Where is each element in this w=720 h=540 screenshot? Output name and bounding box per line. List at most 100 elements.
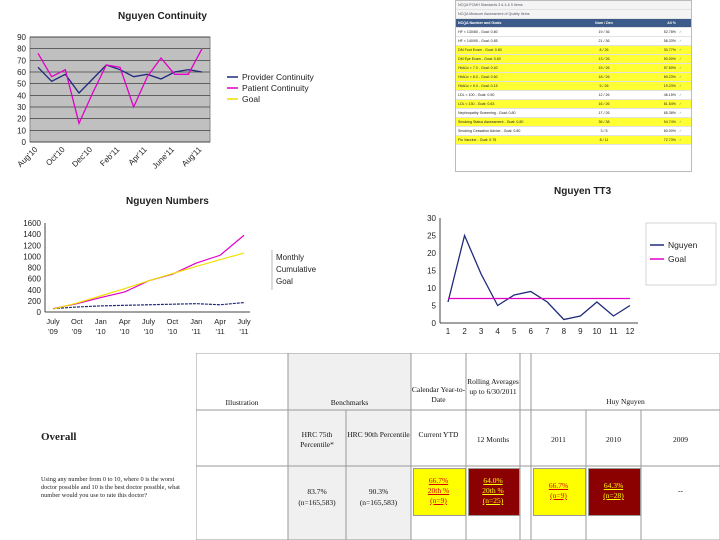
overall-label: Overall: [41, 431, 77, 443]
y3-value: --: [678, 486, 683, 495]
x-tick-label: 4: [495, 327, 500, 336]
b2-pct: 90.3%: [368, 487, 389, 496]
series-line-nguyen: [447, 233, 631, 321]
numbers-legend: Monthly Cumulative Goal: [271, 250, 317, 290]
series-line-goal: [52, 252, 245, 310]
table-row: Smoking Cessation Advice - Goal: 0.80 3 /…: [456, 127, 691, 136]
table-cell: ✓: [679, 75, 683, 79]
y-tick-label: 20: [17, 115, 26, 124]
table-cell: 46.15%: [663, 93, 676, 97]
subheader-2009: 2009: [673, 435, 688, 444]
series-line-cumulative: [52, 234, 245, 310]
subheader-b2: HRC 90th Percentile: [347, 430, 410, 439]
plot-area: [29, 36, 211, 143]
y-tick-label: 50: [17, 80, 26, 89]
overall-panel: Overall Using any number from 0 to 10, w…: [0, 353, 196, 540]
b1-pct: 83.7%: [307, 487, 327, 496]
table-cell: 18 / 26: [598, 75, 610, 79]
y-tick-label: 20: [427, 249, 436, 258]
x-tick-label-year: '10: [120, 327, 130, 336]
table-cell: [632, 1, 679, 9]
table-cell: 12 / 26: [598, 93, 610, 97]
x-tick-label: 2: [462, 327, 467, 336]
table-cell: HF < 130/80 - Goal: 0.80: [458, 30, 498, 34]
table-cell: 19 / 36: [598, 30, 610, 34]
tt3-title: Nguyen TT3: [554, 186, 612, 197]
table-cell: 65.38%: [663, 111, 676, 115]
table-header-row: NCQA Number and Goals Num / Den All %: [456, 19, 691, 28]
y-tick-label: 30: [427, 214, 436, 223]
x-tick-label: 7: [545, 327, 550, 336]
tt3-chart-panel: 0 5 10 15 20 25 30 1 2 3 4 5 6 7 8 9 10 11 12 Nguyen Goal Ng…: [420, 183, 720, 343]
numbers-chart: 02004006008001000120014001600July'09Oct'…: [23, 219, 251, 336]
x-tick-label: Dec'10: [70, 145, 94, 169]
roll-highlight: [468, 468, 520, 516]
table-cell: NCQA PCMH Standards 3 & 4 & 5 Items: [458, 3, 523, 7]
x-tick-label: Oct'10: [44, 145, 67, 168]
cal-value: 66.7% 20th % (n=9): [411, 476, 466, 506]
table-cell: NCQA Number and Goals: [458, 21, 502, 25]
table-cell: ✓: [679, 102, 683, 106]
x-tick-label: 12: [626, 327, 635, 336]
x-tick-label-year: '09: [72, 327, 82, 336]
legend-label: Patient Continuity: [242, 83, 309, 93]
roll-value: 64.0% 20th % (n=25): [466, 476, 520, 506]
table-cell: 36 / 38: [598, 120, 610, 124]
table-cell: 57.69%: [663, 66, 676, 70]
table-cell: ✓: [679, 57, 683, 61]
y-tick-label: 15: [427, 267, 436, 276]
y-tick-label: 10: [427, 284, 436, 293]
table-cell: Num / Den: [595, 21, 613, 25]
legend-label: Cumulative: [276, 265, 317, 274]
table-cell: 15 / 26: [598, 66, 610, 70]
table-cell: 17 / 26: [598, 111, 610, 115]
legend-label: Goal: [276, 277, 293, 286]
table-cell: Flu Vaccine - Goal: 0.75: [458, 138, 497, 142]
table-cell: 69.23%: [663, 75, 676, 79]
metrics-table: Illustration Benchmarks Calendar Year-to…: [196, 353, 720, 540]
y-tick-label: 1000: [23, 252, 41, 261]
x-tick-label: Apr'11: [127, 145, 150, 168]
table-cell: 30.77%: [663, 48, 676, 52]
roll-rank: 20th %: [482, 486, 504, 495]
x-tick-label: June'11: [150, 145, 176, 171]
table-row: HbA1c < 8.0 - Goal: 0.60 18 / 26 69.23% ✓: [456, 73, 691, 82]
table-cell: HbA1c < 7.0 - Goal: 0.40: [458, 66, 498, 70]
y-tick-label: 400: [28, 286, 42, 295]
table-cell: 21 / 36: [598, 39, 610, 43]
x-tick-label-year: '10: [96, 327, 106, 336]
table-cell: 8 / 11: [599, 138, 609, 142]
table-cell: Nephropathy Screening - Goal: 0.80: [458, 111, 516, 115]
table-cell: ✓: [679, 84, 683, 88]
x-tick-label-year: '10: [144, 327, 154, 336]
table-top-row: NCQA Measure Assessment of Quality Items: [456, 10, 691, 19]
subheader-roll: 12 Months: [476, 435, 510, 444]
table-cell: [679, 10, 691, 18]
continuity-chart-panel: 0 10 20 30 40 50 60 70 80 90 Aug'10 Oct'10 Dec'10 Feb…: [0, 0, 225, 182]
table-row: HF < 140/90 - Goal: 0.85 21 / 36 58.33% ✓: [456, 37, 691, 46]
table-cell: 94.74%: [663, 120, 676, 124]
table-cell: NCQA Measure Assessment of Quality Items: [458, 12, 530, 16]
y-tick-label: 1400: [23, 230, 41, 239]
table-cell: 5 / 26: [599, 84, 609, 88]
header-illustration: Illustration: [225, 398, 259, 407]
x-tick-label: Jan: [190, 317, 202, 326]
table-cell: ✓: [679, 66, 683, 70]
x-tick-label: 6: [529, 327, 534, 336]
series-line-provider-continuity: [37, 64, 203, 95]
table-cell: 52.78%: [663, 30, 676, 34]
table-row: LDL < 100 - Goal: 0.50 12 / 26 46.15% ✓: [456, 91, 691, 100]
x-tick-label: 5: [512, 327, 517, 336]
table-cell: 60.00%: [663, 129, 676, 133]
table-row: LDL < 130 - Goal: 0.63 16 / 26 61.54% ✓: [456, 100, 691, 109]
table-cell: 16 / 26: [598, 102, 610, 106]
header-calendar: Calendar Year-to-Date: [411, 385, 466, 404]
header-rolling: Rolling Averages up to 6/30/2011: [467, 377, 519, 396]
cal-highlight: [413, 468, 466, 516]
table-top-row: NCQA PCMH Standards 3 & 4 & 5 Items: [456, 1, 691, 10]
y-tick-label: 60: [17, 68, 26, 77]
subheader-b1: HRC 75th Percentile*: [300, 430, 334, 449]
table-cell: 58.33%: [663, 39, 676, 43]
table-cell: 8 / 26: [599, 48, 609, 52]
